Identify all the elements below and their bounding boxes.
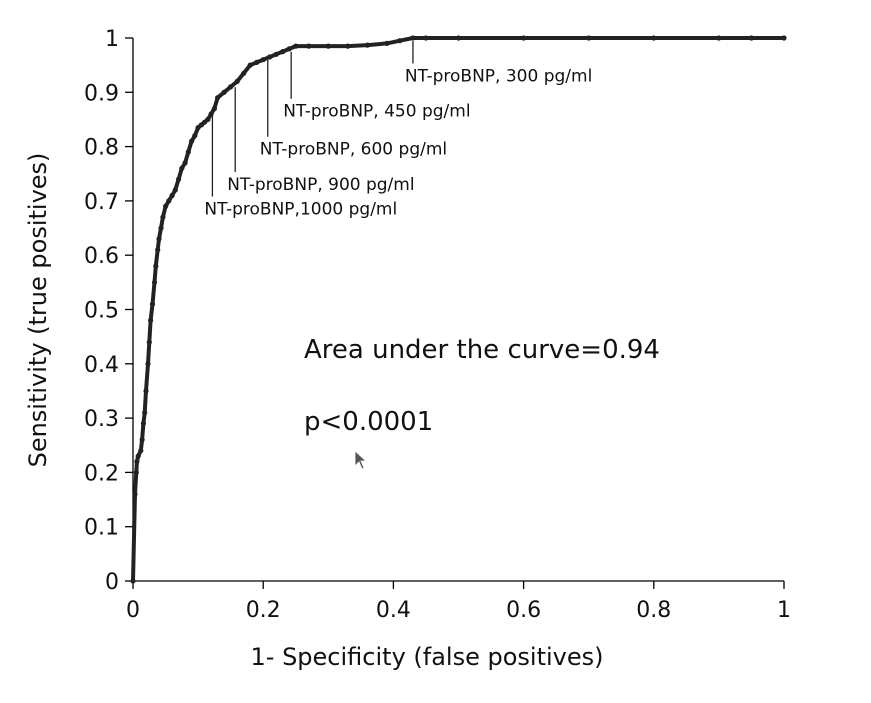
roc-curve-point	[138, 448, 144, 454]
roc-curve-point	[260, 57, 266, 63]
roc-curve-point	[139, 437, 145, 443]
roc-curve-point	[140, 420, 146, 427]
roc-curve-point	[384, 40, 390, 47]
roc-curve-point	[169, 192, 175, 199]
roc-curve-point	[306, 43, 312, 49]
roc-curve-point	[410, 35, 416, 41]
auc-text: Area under the curve=0.94	[304, 335, 660, 365]
roc-curve-point	[211, 106, 217, 112]
threshold-annotations: NT-proBNP, 300 pg/ml NT-proBNP, 450 pg/ml…	[204, 41, 592, 219]
roc-curve-point	[748, 35, 755, 41]
roc-curve-point	[234, 78, 240, 84]
roc-curve-point	[158, 225, 164, 231]
roc-curve-point	[189, 138, 195, 144]
roc-curve-point	[130, 578, 136, 584]
roc-curve-point	[586, 35, 592, 41]
mouse-cursor-icon	[354, 450, 368, 470]
roc-curve-point	[241, 70, 247, 76]
roc-curve-point	[716, 35, 722, 41]
y-tick-label: 0.6	[84, 244, 119, 269]
roc-curve-point	[267, 54, 273, 60]
roc-curve-point	[160, 214, 166, 220]
roc-curve-point	[135, 453, 141, 459]
y-tick-label: 0.3	[84, 407, 119, 432]
y-tick-label: 0.8	[84, 136, 119, 161]
roc-curve-point	[156, 236, 162, 242]
roc-curve-point	[176, 176, 182, 182]
roc-curve-point	[521, 35, 527, 41]
roc-curve-point	[221, 89, 227, 95]
roc-curve-point	[455, 35, 462, 41]
roc-curve-point	[132, 491, 138, 497]
y-tick-label: 0	[105, 570, 119, 595]
roc-curve-point	[293, 43, 299, 49]
roc-curve-point	[179, 165, 185, 171]
roc-curve-point	[166, 198, 172, 204]
axes: 0 0.1 0.2 0.3 0.4 0.5 0.6 0.7 0.8 0.9 1 0 0.2 0.4 0.6 0…	[84, 27, 791, 623]
roc-curve-point	[145, 361, 151, 367]
roc-curve-point	[149, 301, 156, 307]
roc-curve-point	[134, 458, 140, 465]
y-tick-label: 0.7	[84, 190, 119, 215]
roc-curve-point	[205, 116, 211, 122]
roc-curve-point	[423, 35, 429, 41]
roc-curve-point	[228, 84, 234, 90]
roc-curve-point	[345, 43, 351, 49]
roc-curve-layer	[130, 35, 787, 584]
x-tick-label: 0.6	[506, 598, 541, 623]
x-tick-label: 0.8	[636, 598, 671, 623]
roc-curve-point	[325, 43, 331, 49]
roc-curve-point	[185, 149, 191, 155]
roc-curve-point	[286, 46, 292, 52]
roc-curve-point	[163, 203, 169, 209]
x-tick-label: 0.4	[376, 598, 411, 623]
roc-curve-point	[364, 42, 370, 48]
roc-curve-point	[651, 35, 657, 41]
roc-curve-point	[143, 388, 149, 394]
roc-curve-point	[247, 62, 253, 68]
roc-curve-point	[151, 279, 158, 285]
p-value-text: p<0.0001	[304, 407, 433, 437]
roc-curve-point	[142, 410, 148, 416]
annotation-label: NT-proBNP, 450 pg/ml	[283, 102, 470, 122]
roc-curve-point	[280, 49, 286, 55]
roc-curve-point	[192, 133, 198, 139]
y-tick-label: 0.9	[84, 81, 119, 106]
y-tick-label: 0.1	[84, 516, 119, 541]
y-tick-label: 0.5	[84, 299, 119, 324]
roc-curve-point	[146, 339, 152, 345]
roc-curve-point	[133, 469, 139, 475]
roc-curve-point	[273, 51, 279, 57]
roc-curve-point	[215, 95, 221, 101]
roc-curve-point	[781, 35, 787, 41]
annotation-label: NT-proBNP,1000 pg/ml	[204, 199, 397, 219]
y-axis-title: Sensitivity (true positives)	[24, 153, 52, 468]
annotation-label: NT-proBNP, 300 pg/ml	[405, 66, 592, 86]
roc-curve-point	[397, 38, 403, 44]
annotation-label: NT-proBNP, 600 pg/ml	[260, 140, 447, 160]
roc-curve-point	[148, 317, 154, 323]
y-tick-label: 1	[105, 27, 119, 52]
roc-curve-point	[153, 263, 159, 269]
x-tick-label: 1	[777, 598, 791, 623]
roc-curve-point	[155, 247, 161, 253]
x-tick-label: 0	[126, 598, 140, 623]
roc-curve-point	[172, 187, 178, 193]
x-tick-label: 0.2	[246, 598, 281, 623]
x-axis-title: 1- Specificity (false positives)	[251, 643, 604, 671]
roc-curve-point	[254, 59, 260, 65]
annotation-label: NT-proBNP, 900 pg/ml	[227, 175, 414, 195]
roc-curve-point	[182, 160, 188, 166]
y-tick-label: 0.2	[84, 461, 119, 486]
y-tick-label: 0.4	[84, 353, 119, 378]
